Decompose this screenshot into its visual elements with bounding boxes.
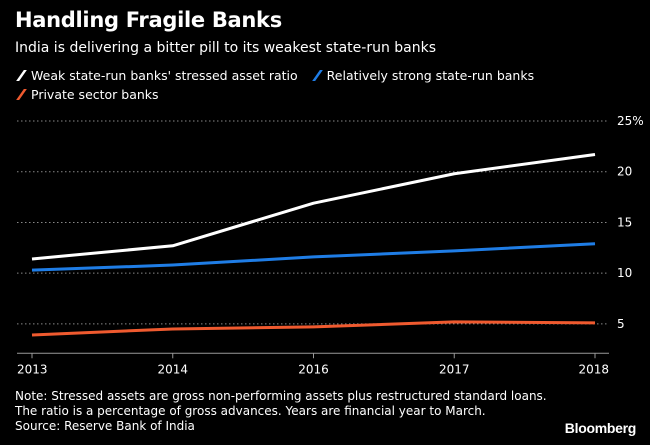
note-line: Note: Stressed assets are gross non-perf… <box>15 389 547 403</box>
legend-row-2: Private sector banks <box>16 87 159 102</box>
series-line-0 <box>31 152 596 261</box>
legend-label-weak: Weak state-run banks' stressed asset rat… <box>31 68 298 83</box>
y-tick-label: 10 <box>617 266 632 280</box>
x-tick-label: 2018 <box>578 362 609 376</box>
legend-row-1: Weak state-run banks' stressed asset rat… <box>16 68 534 83</box>
y-tick-label: 20 <box>617 165 632 179</box>
y-tick-label: 15 <box>617 215 632 229</box>
legend-label-private: Private sector banks <box>31 87 159 102</box>
chart-note: Note: Stressed assets are gross non-perf… <box>15 389 547 434</box>
x-tick-label: 2017 <box>439 362 470 376</box>
legend-label-strong: Relatively strong state-run banks <box>326 68 535 83</box>
y-tick-label: 25% <box>617 114 644 128</box>
chart-title: Handling Fragile Banks <box>15 8 282 32</box>
note-line: The ratio is a percentage of gross advan… <box>15 404 486 418</box>
x-tick-label: 2014 <box>157 362 188 376</box>
y-tick-label: 5 <box>617 317 625 331</box>
source-line: Source: Reserve Bank of India <box>15 419 195 433</box>
chart-subtitle: India is delivering a bitter pill to its… <box>15 40 437 56</box>
bloomberg-logo: Bloomberg <box>564 420 637 436</box>
x-tick-label: 2016 <box>298 362 329 376</box>
x-tick-label: 2013 <box>17 362 48 376</box>
